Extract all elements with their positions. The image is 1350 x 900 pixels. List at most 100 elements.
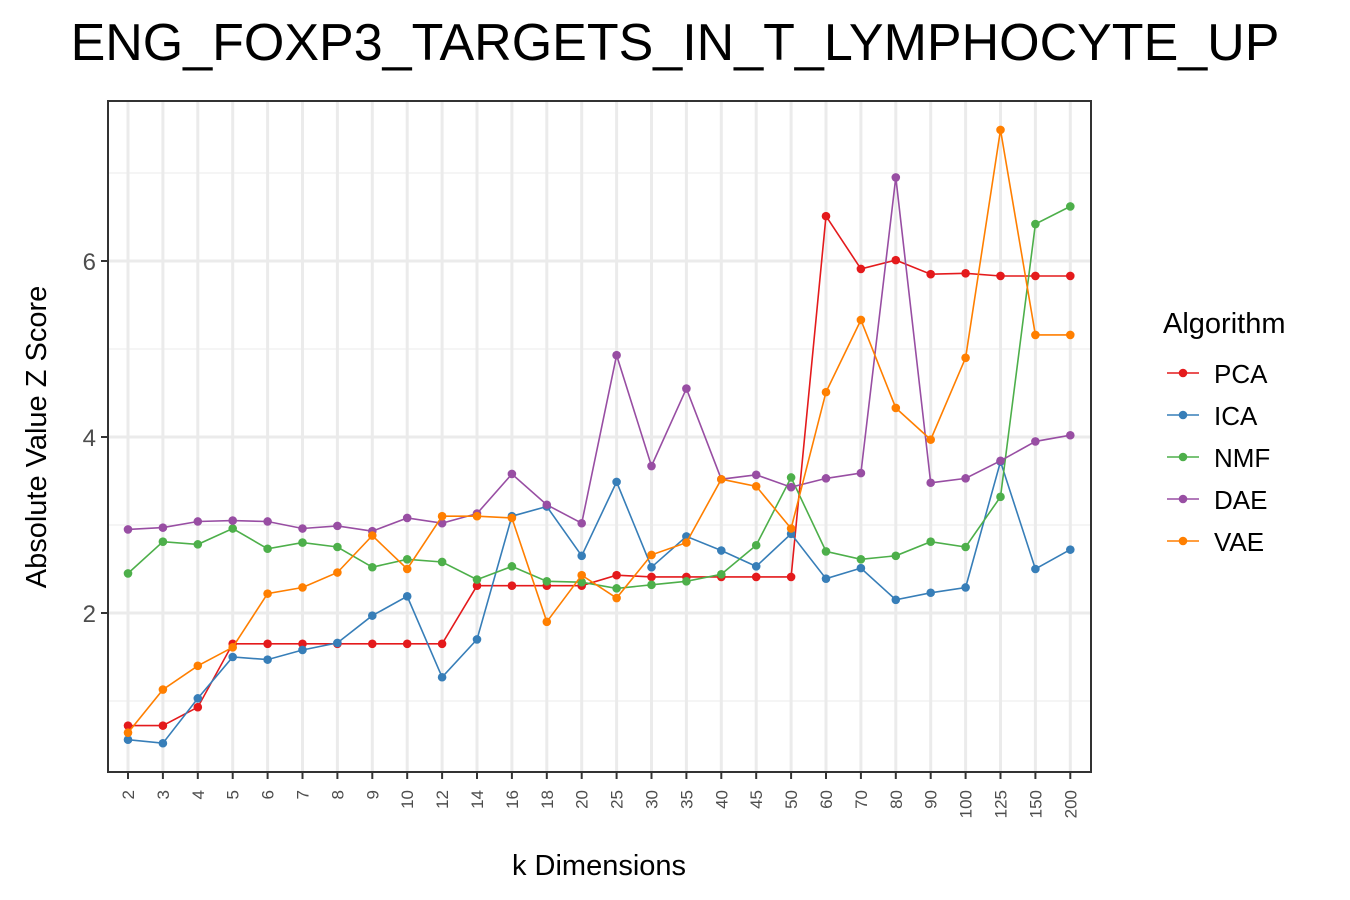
x-tick-label: 150 bbox=[1026, 790, 1045, 818]
data-point-dae bbox=[926, 478, 935, 488]
data-point-nmf bbox=[542, 577, 552, 586]
data-point-ica bbox=[891, 595, 901, 605]
data-point-nmf bbox=[891, 551, 901, 561]
data-point-ica bbox=[298, 645, 307, 655]
data-point-vae bbox=[996, 125, 1005, 135]
data-point-nmf bbox=[856, 555, 866, 564]
data-point-dae bbox=[158, 523, 168, 532]
legend-item-pca: PCA bbox=[1167, 359, 1268, 389]
x-tick-label: 7 bbox=[294, 790, 313, 799]
data-point-ica bbox=[333, 638, 342, 648]
legend-key-point bbox=[1178, 410, 1188, 420]
data-point-vae bbox=[751, 481, 761, 491]
data-point-nmf bbox=[1066, 202, 1075, 211]
data-point-vae bbox=[1031, 330, 1040, 340]
data-point-nmf bbox=[996, 492, 1005, 502]
data-point-nmf bbox=[193, 540, 203, 549]
data-point-pca bbox=[368, 639, 377, 649]
data-point-vae bbox=[926, 435, 935, 444]
data-point-pca bbox=[402, 639, 412, 649]
x-tick-label: 100 bbox=[957, 790, 976, 818]
legend-title: Algorithm bbox=[1163, 308, 1286, 340]
data-point-pca bbox=[123, 721, 133, 730]
data-point-pca bbox=[961, 269, 970, 278]
data-point-ica bbox=[577, 551, 586, 561]
data-point-pca bbox=[158, 721, 168, 730]
legend: Algorithm PCA ICA NMF DAE VAE bbox=[1163, 308, 1286, 557]
data-point-ica bbox=[647, 562, 656, 572]
data-point-vae bbox=[577, 570, 586, 580]
data-point-vae bbox=[263, 589, 272, 598]
x-tick-label: 200 bbox=[1061, 790, 1080, 818]
x-tick-label: 40 bbox=[712, 790, 731, 809]
data-point-dae bbox=[402, 513, 412, 523]
legend-item-vae: VAE bbox=[1167, 527, 1264, 557]
x-tick-label: 2 bbox=[119, 790, 138, 799]
data-point-nmf bbox=[717, 569, 726, 579]
data-point-nmf bbox=[751, 540, 761, 550]
data-point-vae bbox=[542, 617, 552, 627]
data-point-vae bbox=[228, 643, 237, 652]
x-tick-label: 10 bbox=[398, 790, 417, 809]
data-point-pca bbox=[996, 271, 1005, 281]
data-point-ica bbox=[123, 735, 133, 745]
data-point-nmf bbox=[472, 575, 482, 584]
series-vae bbox=[123, 125, 1075, 737]
data-point-nmf bbox=[821, 547, 831, 556]
data-point-dae bbox=[786, 482, 796, 492]
data-point-vae bbox=[891, 403, 901, 413]
data-point-vae bbox=[158, 685, 168, 694]
x-tick-label: 12 bbox=[433, 790, 452, 809]
data-point-pca bbox=[263, 639, 272, 649]
x-tick-label: 30 bbox=[643, 790, 662, 809]
x-tick-label: 80 bbox=[887, 790, 906, 809]
data-point-vae bbox=[123, 728, 133, 737]
data-point-dae bbox=[507, 469, 517, 479]
data-point-ica bbox=[402, 591, 412, 601]
data-point-pca bbox=[891, 255, 901, 265]
data-point-pca bbox=[437, 639, 447, 649]
data-point-dae bbox=[193, 517, 203, 526]
data-point-dae bbox=[263, 517, 272, 526]
data-point-nmf bbox=[123, 569, 133, 578]
legend-key-point bbox=[1178, 536, 1188, 546]
data-point-vae bbox=[961, 353, 970, 363]
legend-item-nmf: NMF bbox=[1167, 443, 1270, 473]
data-point-nmf bbox=[437, 557, 447, 567]
x-tick-label: 6 bbox=[259, 790, 278, 799]
data-point-pca bbox=[1031, 271, 1040, 281]
series-line-ica bbox=[127, 458, 1071, 745]
x-tick-label: 60 bbox=[817, 790, 836, 809]
data-point-dae bbox=[298, 524, 307, 533]
x-tick-label: 16 bbox=[503, 790, 522, 809]
data-point-nmf bbox=[647, 580, 656, 590]
data-point-dae bbox=[961, 474, 970, 483]
legend-key-point bbox=[1178, 368, 1188, 378]
data-point-dae bbox=[228, 516, 237, 525]
data-point-vae bbox=[193, 661, 203, 671]
data-point-vae bbox=[647, 550, 656, 560]
chart-title: ENG_FOXP3_TARGETS_IN_T_LYMPHOCYTE_UP bbox=[70, 14, 1280, 72]
data-point-vae bbox=[682, 538, 691, 547]
legend-label: VAE bbox=[1214, 527, 1264, 557]
y-tick-label: 6 bbox=[83, 249, 96, 276]
data-point-ica bbox=[437, 672, 447, 682]
legend-label: NMF bbox=[1214, 443, 1270, 473]
data-point-dae bbox=[577, 518, 586, 528]
data-point-vae bbox=[507, 513, 517, 523]
data-point-pca bbox=[612, 570, 621, 580]
data-point-dae bbox=[437, 518, 447, 528]
data-point-dae bbox=[751, 470, 761, 480]
x-tick-label: 3 bbox=[154, 790, 173, 799]
series-line-vae bbox=[127, 129, 1071, 734]
x-tick-label: 9 bbox=[363, 790, 382, 799]
data-point-ica bbox=[821, 574, 831, 583]
data-point-dae bbox=[647, 461, 656, 471]
x-tick-label: 90 bbox=[922, 790, 941, 809]
x-tick-label: 20 bbox=[573, 790, 592, 809]
data-point-vae bbox=[786, 524, 796, 533]
x-tick-label: 8 bbox=[328, 790, 347, 799]
legend-label: ICA bbox=[1214, 401, 1258, 431]
data-point-dae bbox=[123, 525, 133, 534]
